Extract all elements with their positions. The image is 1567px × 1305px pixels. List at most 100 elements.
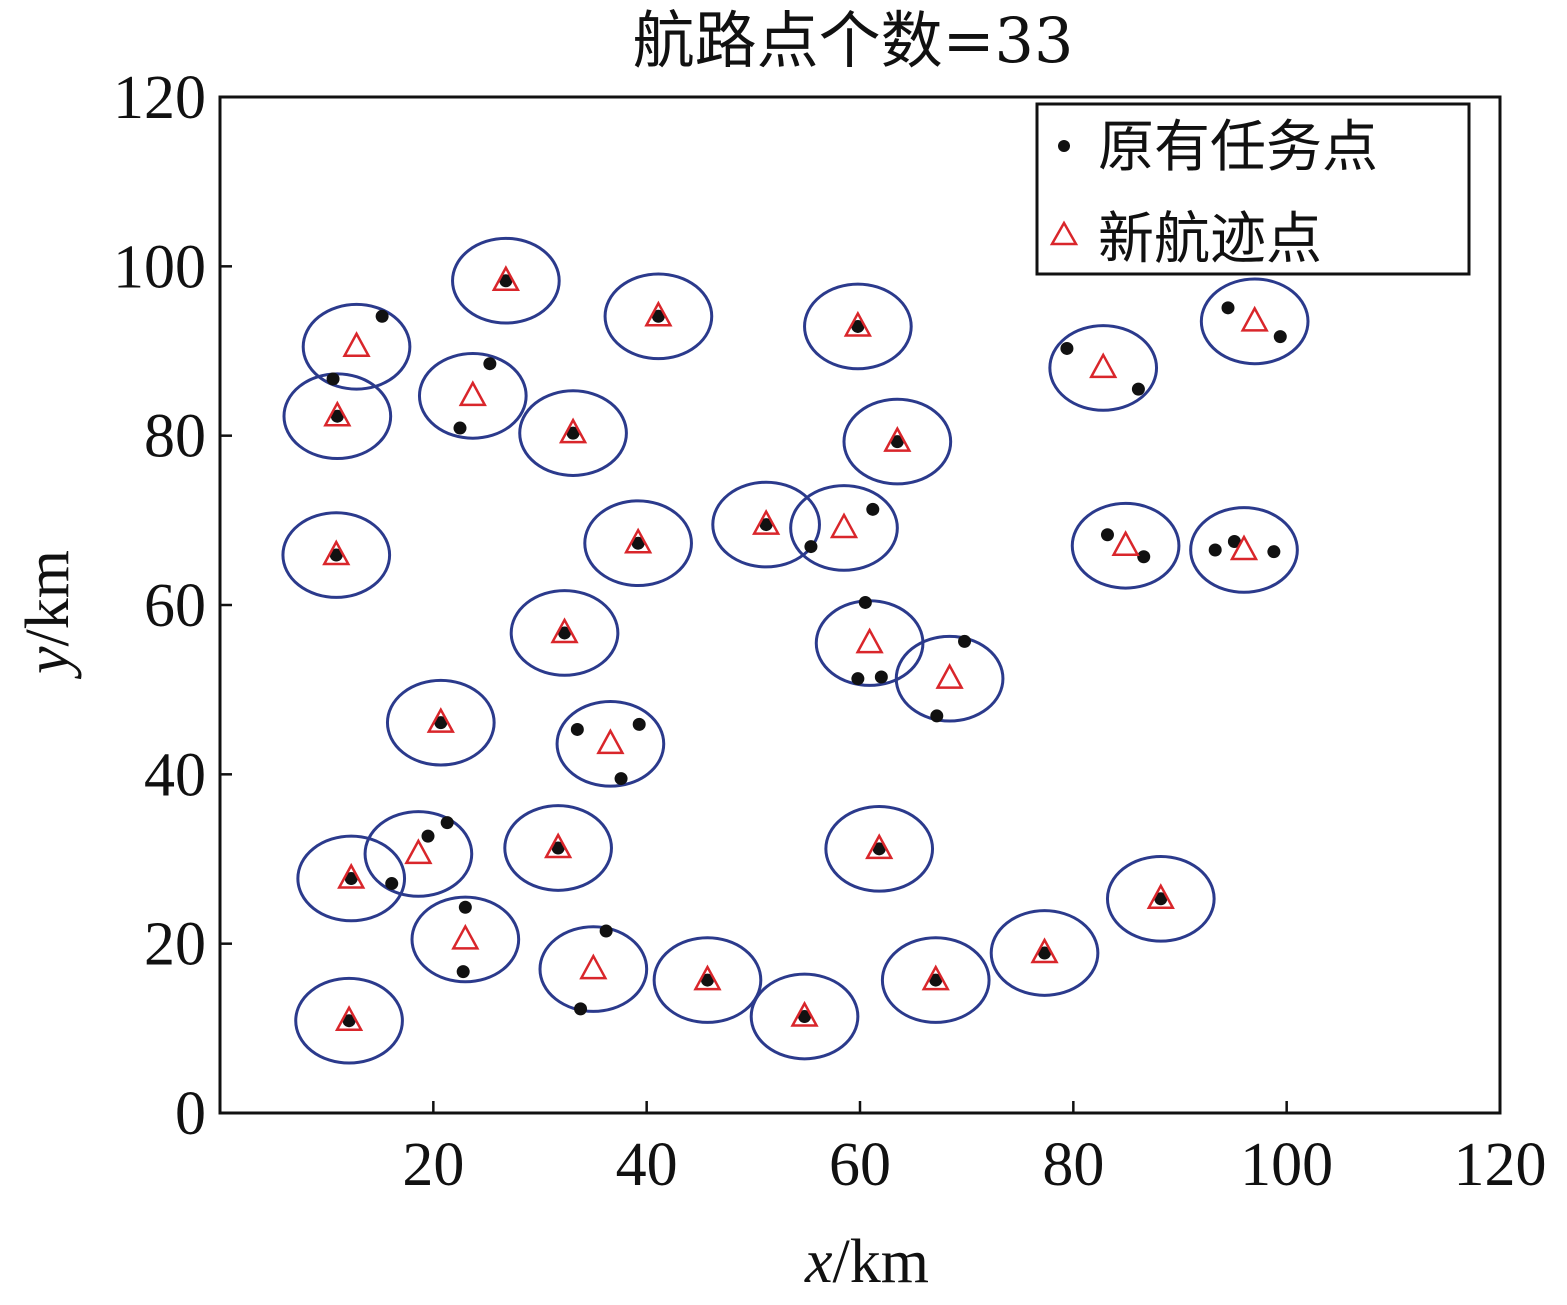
task-point: [858, 595, 872, 609]
waypoint-triangle: [1229, 534, 1259, 561]
x-tick-label: 20: [402, 1131, 464, 1199]
coverage-circle: [880, 936, 991, 1024]
waypoint-triangle: [1030, 937, 1059, 964]
legend-label-task-points: 原有任务点: [1098, 115, 1378, 180]
coverage-circle: [749, 972, 860, 1061]
waypoint-triangle: [1089, 352, 1118, 379]
waypoint-triangle: [790, 1000, 819, 1027]
coverage-circle: [294, 976, 404, 1065]
task-point: [574, 1002, 588, 1016]
task-point: [631, 536, 645, 550]
waypoint-triangle: [322, 539, 351, 566]
waypoint-triangle: [596, 728, 625, 755]
y-tick-label: 100: [113, 233, 206, 301]
y-tick-label: 0: [175, 1080, 206, 1148]
task-point: [421, 829, 435, 843]
y-axis-label: y/km: [14, 550, 82, 680]
task-point: [1100, 528, 1114, 542]
legend-box: [1035, 102, 1471, 276]
x-axis-label: x/km: [804, 1228, 929, 1296]
task-point: [434, 716, 448, 730]
task-point: [385, 877, 399, 891]
task-point: [874, 670, 888, 684]
y-tick-label: 80: [144, 403, 206, 471]
x-tick-label: 40: [616, 1131, 678, 1199]
y-tick-label: 120: [113, 64, 206, 132]
plot-area: [281, 236, 1310, 1065]
waypoint-triangle: [558, 417, 588, 444]
coverage-circle: [1070, 501, 1181, 590]
task-point: [570, 722, 584, 736]
task-point: [342, 1014, 356, 1028]
task-point: [1227, 535, 1241, 548]
coverage-circle: [894, 634, 1005, 723]
x-tick-label: 60: [829, 1131, 891, 1199]
task-point: [1208, 543, 1222, 557]
task-point: [326, 372, 340, 386]
waypoint-triangle: [1111, 530, 1140, 556]
coverage-circle: [538, 925, 649, 1013]
coverage-circle: [652, 936, 763, 1024]
waypoint-triangle: [829, 512, 859, 539]
task-point: [1273, 330, 1287, 344]
task-point: [551, 841, 565, 855]
task-point: [614, 772, 628, 786]
task-point: [499, 274, 513, 288]
x-tick-label: 120: [1454, 1131, 1547, 1199]
coverage-circle: [503, 804, 613, 892]
task-point: [344, 871, 358, 885]
task-point: [599, 924, 613, 938]
coverage-circle: [301, 302, 412, 391]
coverage-circle: [1199, 277, 1310, 366]
waypoint-triangle: [550, 617, 579, 644]
coverage-circle: [583, 499, 693, 588]
task-point: [458, 900, 472, 914]
x-axis: 20 40 60 80 100 120: [402, 1101, 1547, 1199]
task-point: [483, 357, 497, 371]
waypoint-triangle: [334, 1005, 364, 1031]
waypoint-triangle: [644, 300, 673, 327]
waypoint-triangle: [458, 380, 487, 407]
coverage-circle: [509, 589, 620, 677]
waypoint-triangle: [404, 838, 433, 865]
coverage-circle: [803, 282, 913, 371]
task-point: [866, 502, 880, 516]
chart-title: 航路点个数=33: [633, 4, 1074, 77]
coverage-circle: [555, 700, 666, 788]
coverage-circle: [417, 352, 528, 440]
task-point: [1154, 892, 1168, 906]
waypoint-triangle: [935, 663, 964, 689]
legend-triangle-marker: [1049, 220, 1079, 246]
coverage-circle: [814, 599, 925, 687]
task-point: [930, 709, 944, 723]
coverage-circle: [989, 909, 1100, 997]
waypoint-triangle: [544, 832, 573, 859]
task-point: [759, 518, 773, 532]
task-point: [1267, 545, 1281, 559]
waypoint-triangle: [426, 707, 455, 733]
task-point: [651, 309, 665, 323]
coverage-circle: [282, 372, 393, 461]
task-point: [440, 816, 454, 830]
waypoint-triangle: [491, 265, 520, 291]
coverage-circle: [824, 805, 935, 893]
coverage-circle: [842, 397, 953, 486]
y-tick-label: 40: [144, 741, 206, 809]
task-point: [453, 421, 467, 435]
task-point: [929, 973, 943, 987]
task-point: [872, 842, 886, 856]
waypoint-triangle: [843, 310, 872, 337]
task-point: [958, 634, 972, 648]
waypoint-triangle: [865, 833, 894, 860]
x-axis-label-unit: /km: [833, 1228, 929, 1296]
x-axis-label-var: x: [804, 1228, 833, 1296]
task-point: [890, 435, 904, 449]
waypoint-triangle: [693, 964, 722, 991]
coverage-circle: [518, 389, 628, 477]
coverage-circle: [296, 834, 407, 923]
coverage-circle: [451, 236, 561, 325]
x-tick-label: 100: [1240, 1131, 1333, 1199]
coverage-circle: [1105, 854, 1216, 943]
coverage-circle: [1048, 324, 1159, 412]
